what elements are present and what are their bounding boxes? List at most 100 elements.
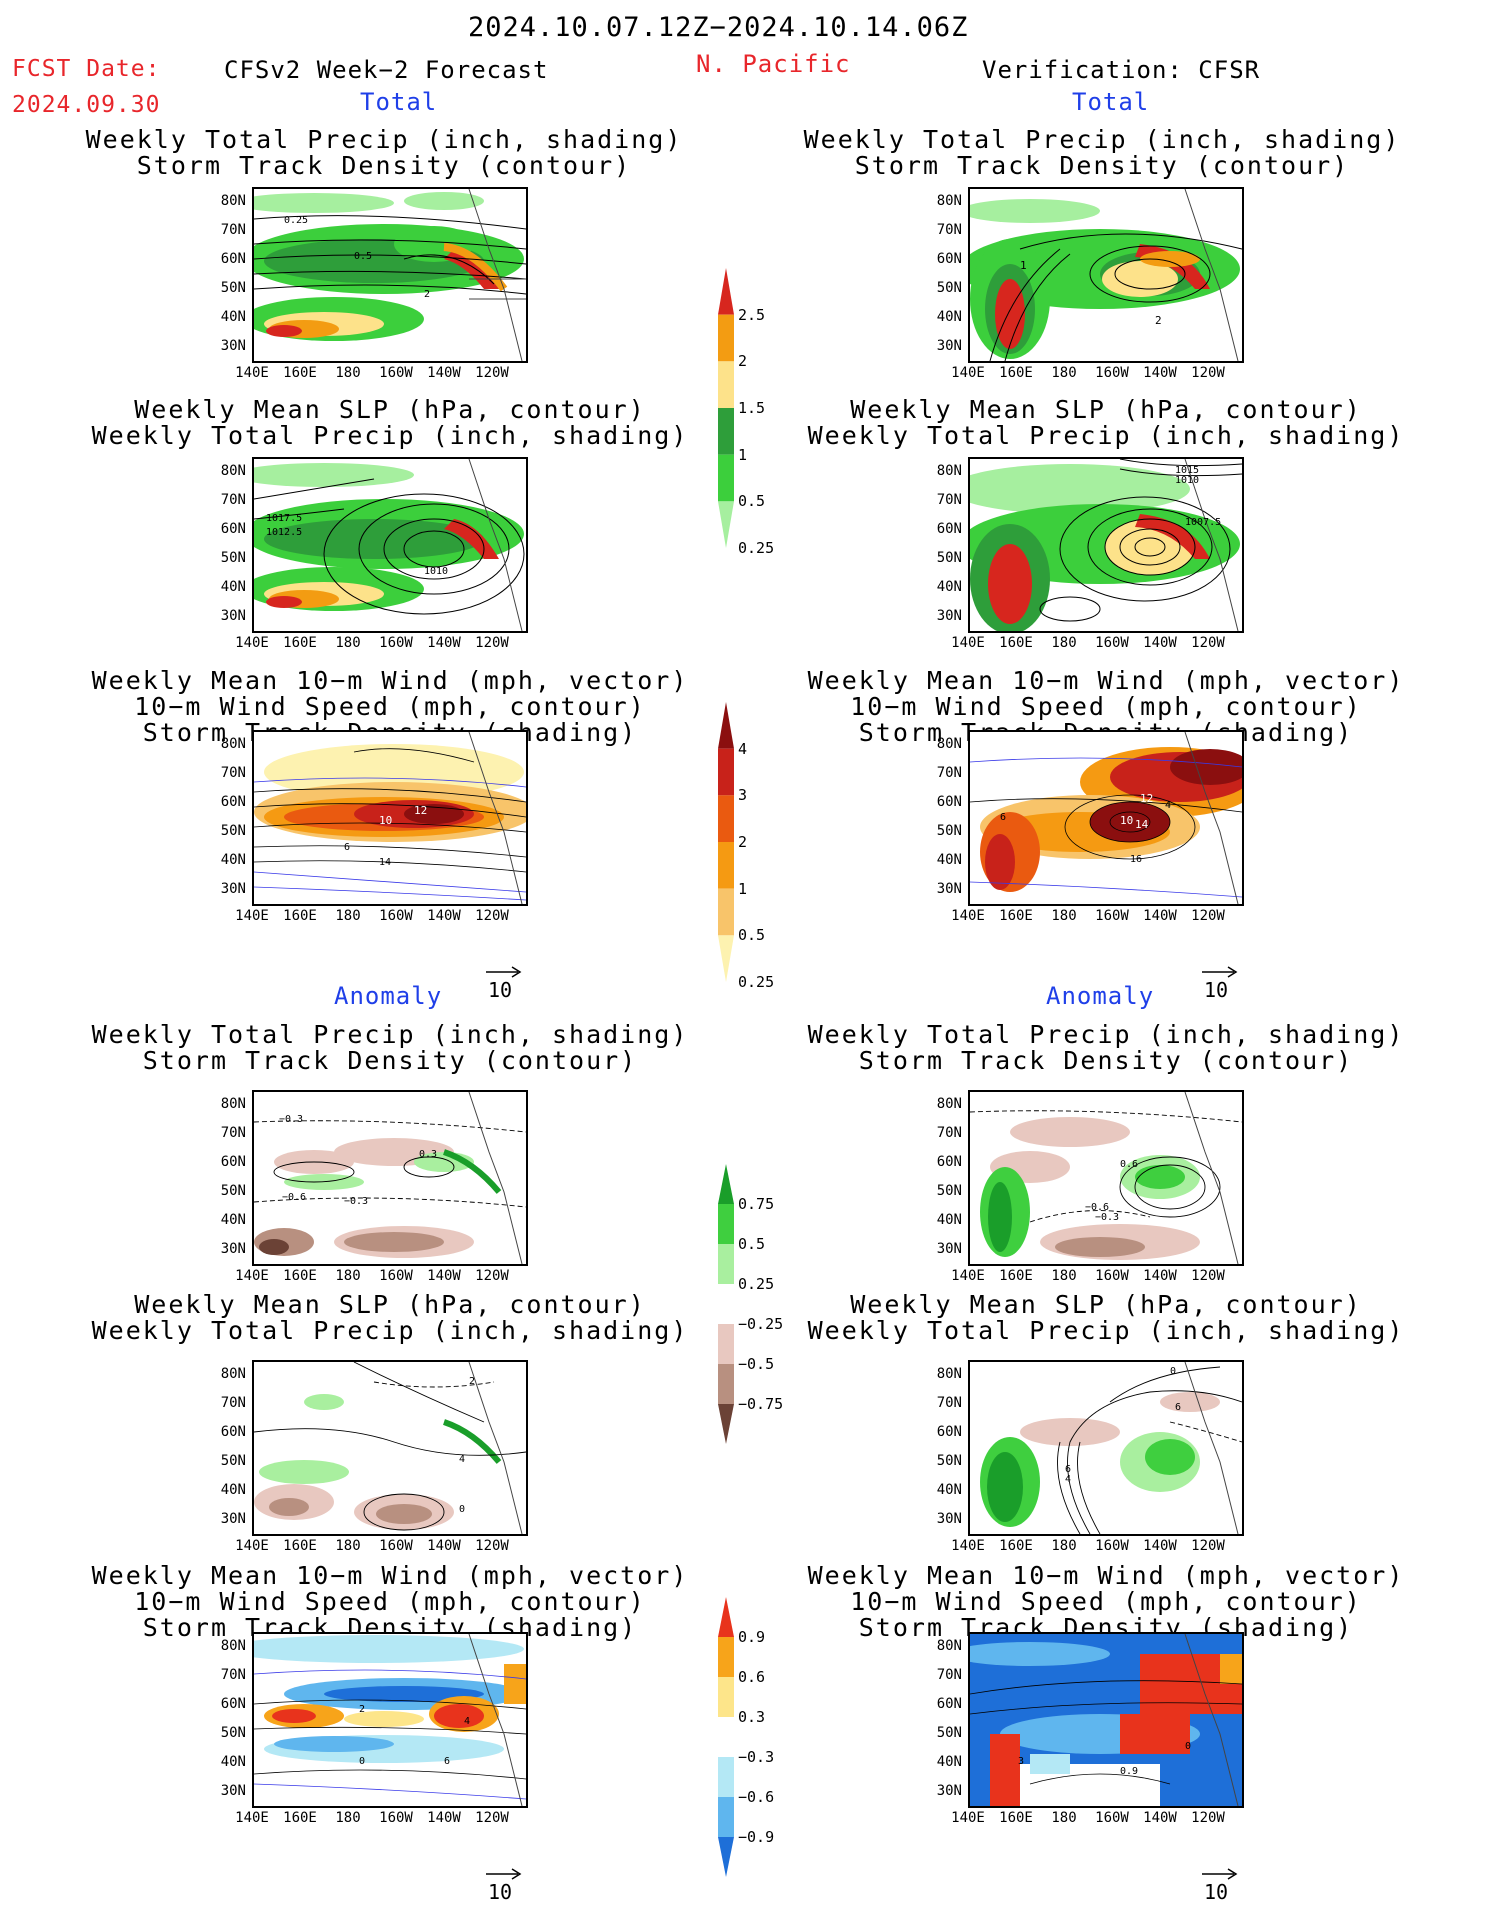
lat-tick-label: 80N	[220, 1638, 246, 1654]
lon-tick-label: 120W	[1191, 365, 1225, 381]
lon-tick-label: 160W	[1095, 635, 1129, 651]
lon-tick-label: 140W	[1143, 1538, 1177, 1554]
label-l1-1: 0.5	[354, 251, 372, 262]
lon-tick-label: 140E	[951, 1268, 985, 1284]
label-l3-2: 14	[379, 857, 391, 868]
lat-tick-label: 30N	[936, 1783, 962, 1799]
map-l6-wind-anom: 2 4 0 6	[252, 1632, 528, 1808]
colorbar-svg	[718, 702, 734, 982]
colorbar-segment	[718, 1164, 734, 1204]
colorbar-segment	[718, 935, 734, 982]
colorbar-svg	[718, 1164, 734, 1444]
lon-tick-label: 120W	[475, 1538, 509, 1554]
lon-tick-label: 160W	[379, 908, 413, 924]
label-r4-2: −0.3	[1095, 1212, 1119, 1223]
lat-tick-label: 80N	[936, 1638, 962, 1654]
lat-tick-label: 30N	[220, 881, 246, 897]
lat-tick-label: 30N	[936, 1241, 962, 1257]
colorbar-svg	[718, 1597, 734, 1877]
map-r3-wind-storm: 12 10 14 16 6 4	[968, 730, 1244, 906]
lat-tick-label: 50N	[220, 823, 246, 839]
lon-tick-label: 140W	[1143, 908, 1177, 924]
lat-tick-label: 80N	[220, 1096, 246, 1112]
label-r1-1: 2	[1155, 314, 1162, 327]
colorbar-tick-label: 4	[738, 739, 748, 758]
label-l1-0: 0.25	[284, 215, 308, 226]
label-l4-2: −0.3	[344, 1196, 368, 1207]
lat-tick-label: 70N	[936, 765, 962, 781]
colorbar-segment	[718, 408, 734, 455]
colorbar-segment	[718, 1284, 734, 1324]
lat-tick-label: 60N	[936, 1154, 962, 1170]
title-l1: Weekly Total Precip (inch, shading) Storm…	[85, 125, 683, 180]
lat-tick-label: 70N	[936, 1125, 962, 1141]
lat-tick-label: 70N	[936, 1395, 962, 1411]
left-total-label: Total	[360, 88, 438, 116]
lon-tick-label: 120W	[475, 908, 509, 924]
colorbar-segment	[718, 361, 734, 408]
colorbar-segment	[718, 314, 734, 362]
lon-tick-label: 160W	[379, 1268, 413, 1284]
date-range-title: 2024.10.07.12Z−2024.10.14.06Z	[468, 12, 969, 43]
label-r4-0: 0.6	[1120, 1159, 1138, 1170]
right-total-label: Total	[1072, 88, 1150, 116]
lon-tick-label: 160W	[379, 1810, 413, 1826]
colorbar-tick-label: 1.5	[738, 399, 766, 417]
right-anomaly-label: Anomaly	[1046, 982, 1155, 1010]
lon-tick-label: 160W	[1095, 365, 1129, 381]
lon-tick-label: 160E	[999, 365, 1033, 381]
label-l4-1: −0.6	[282, 1192, 306, 1203]
label-l3-0: 10	[379, 814, 392, 827]
map-r5-slp-anom: 0 6 4 6	[968, 1360, 1244, 1536]
vector-ref-l3: 10	[484, 960, 524, 1002]
lat-tick-label: 40N	[220, 309, 246, 325]
lon-tick-label: 140W	[427, 908, 461, 924]
lon-tick-label: 180	[335, 365, 361, 381]
lat-tick-label: 70N	[220, 1667, 246, 1683]
map-r2-slp-precip: 1015 1010 1007.5	[968, 457, 1244, 633]
lon-tick-label: 140W	[427, 365, 461, 381]
colorbar-segment	[718, 842, 734, 889]
map-r4-precip-anom: 0.6 −0.6 −0.3	[968, 1090, 1244, 1266]
colorbar-tick-label: −0.3	[738, 1748, 775, 1766]
lat-tick-label: 60N	[220, 521, 246, 537]
lat-tick-label: 40N	[220, 1482, 246, 1498]
label-r2-0: 1015	[1175, 465, 1199, 476]
label-r3-3: 16	[1130, 854, 1142, 865]
lon-tick-label: 180	[1051, 908, 1077, 924]
colorbar-tick-label: −0.6	[738, 1788, 775, 1806]
lat-tick-label: 50N	[936, 1183, 962, 1199]
lon-tick-label: 140W	[1143, 1810, 1177, 1826]
lon-tick-label: 160W	[1095, 1810, 1129, 1826]
lon-tick-label: 140W	[427, 1810, 461, 1826]
label-l6-3: 6	[444, 1756, 450, 1767]
colorbar-tick-label: 2	[738, 833, 748, 851]
label-r3-5: 4	[1165, 800, 1171, 811]
colorbar-tick-label: 2	[738, 352, 748, 371]
lon-tick-label: 140W	[427, 635, 461, 651]
label-r1-0: 1	[1020, 259, 1027, 272]
label-l5-0: 2	[469, 1376, 475, 1387]
lat-tick-label: 30N	[220, 1511, 246, 1527]
lon-tick-label: 140E	[235, 635, 269, 651]
colorbar-segment	[718, 1404, 734, 1444]
lat-tick-label: 80N	[936, 1366, 962, 1382]
colorbar-segment	[718, 1364, 734, 1404]
colorbar-tick-label: 1	[738, 879, 748, 898]
arrow-right-icon	[1202, 1868, 1238, 1880]
label-l3-1: 12	[414, 804, 427, 817]
colorbar-tick-label: −0.5	[738, 1355, 775, 1373]
lat-tick-label: 30N	[936, 608, 962, 624]
lat-tick-label: 60N	[220, 1154, 246, 1170]
lon-tick-label: 140E	[951, 1810, 985, 1826]
lat-tick-label: 60N	[936, 794, 962, 810]
lon-tick-label: 160W	[379, 635, 413, 651]
lon-tick-label: 140E	[235, 1268, 269, 1284]
lat-tick-label: 40N	[936, 309, 962, 325]
lat-tick-label: 70N	[220, 492, 246, 508]
label-r3-2: 14	[1135, 818, 1149, 831]
lon-tick-label: 140W	[1143, 365, 1177, 381]
lon-tick-label: 120W	[1191, 1538, 1225, 1554]
lat-tick-label: 30N	[220, 1783, 246, 1799]
colorbar-tick-label: 0.75	[738, 1195, 775, 1213]
